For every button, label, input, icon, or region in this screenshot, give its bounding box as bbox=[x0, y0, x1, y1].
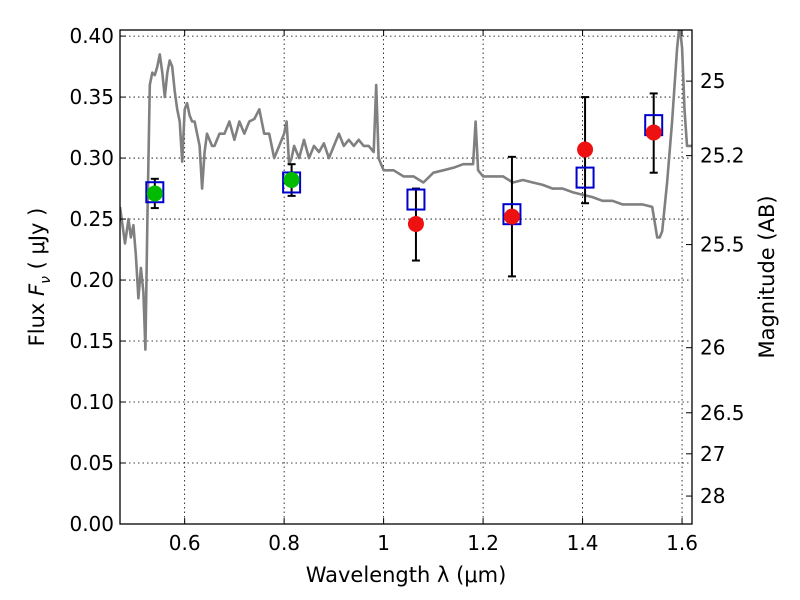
magnitude-tick-label: 26 bbox=[700, 336, 725, 360]
x-tick-label: 1.6 bbox=[666, 531, 698, 555]
y-axis-label-subscript: ν bbox=[38, 276, 54, 284]
y-axis-label-symbol: F bbox=[25, 283, 49, 296]
model-photometry-box bbox=[575, 166, 595, 189]
magnitude-tick-label: 25.2 bbox=[700, 144, 745, 168]
observed-point-red bbox=[577, 141, 594, 158]
grid-lines bbox=[120, 30, 692, 525]
x-tick-label: 1.4 bbox=[567, 531, 599, 555]
plot-frame bbox=[119, 29, 693, 525]
x-tick-label: 0.8 bbox=[268, 531, 300, 555]
observed-point-green bbox=[146, 185, 163, 202]
observed-point-red bbox=[503, 208, 520, 225]
model-photometry-boxes bbox=[145, 114, 664, 226]
magnitude-axis-label: Magnitude (AB) bbox=[755, 195, 779, 358]
y-tick-label: 0.20 bbox=[69, 268, 114, 292]
x-tick-label: 1 bbox=[377, 531, 390, 555]
y-tick-label: 0.35 bbox=[69, 85, 114, 109]
observed-points bbox=[146, 124, 662, 232]
x-tick-label: 0.6 bbox=[169, 531, 201, 555]
y-axis-label: Flux Fν ( μJy ) bbox=[25, 208, 54, 347]
x-tick-label: 1.2 bbox=[467, 531, 499, 555]
x-axis-label: Wavelength λ (μm) bbox=[306, 563, 507, 587]
magnitude-tick-label: 26.5 bbox=[700, 401, 745, 425]
magnitude-axis-ticks: 25 25.2 25.5 26 26.5 27 28 bbox=[686, 69, 745, 508]
model-sed-line bbox=[120, 30, 692, 351]
model-photometry-box bbox=[406, 188, 426, 211]
y-tick-label: 0.25 bbox=[69, 207, 114, 231]
y-tick-label: 0.40 bbox=[69, 24, 114, 48]
magnitude-tick-label: 27 bbox=[700, 442, 725, 466]
y-tick-label: 0.30 bbox=[69, 146, 114, 170]
y-tick-label: 0.05 bbox=[69, 451, 114, 475]
y-axis-ticks: 0.00 0.05 0.10 0.15 0.20 0.25 0.30 0.35 0.40 bbox=[69, 24, 126, 536]
y-tick-label: 0.00 bbox=[69, 512, 114, 536]
y-axis-label-unit: ( μJy ) bbox=[25, 208, 49, 276]
model-photometry-box bbox=[145, 181, 165, 204]
observed-point-green bbox=[283, 172, 300, 189]
x-axis-ticks: 0.6 0.8 1 1.2 1.4 1.6 bbox=[169, 30, 698, 555]
observed-point-red bbox=[645, 124, 662, 141]
magnitude-tick-label: 28 bbox=[700, 484, 725, 508]
error-bars bbox=[150, 92, 658, 278]
observed-point-red bbox=[407, 215, 424, 232]
y-tick-label: 0.15 bbox=[69, 329, 114, 353]
magnitude-tick-label: 25.5 bbox=[700, 233, 745, 257]
y-tick-label: 0.10 bbox=[69, 390, 114, 414]
magnitude-tick-label: 25 bbox=[700, 69, 725, 93]
y-axis-label-flux: Flux bbox=[25, 296, 49, 346]
